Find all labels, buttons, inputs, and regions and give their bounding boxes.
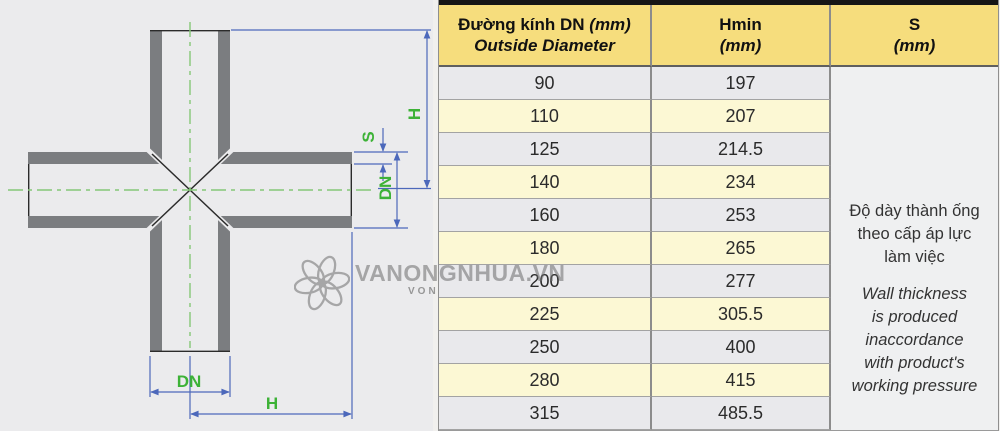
hmin-value-cell: 277 (652, 265, 831, 298)
dn-value-cell: 280 (439, 364, 652, 397)
dn-value-cell: 315 (439, 397, 652, 430)
hmin-value-cell: 214.5 (652, 133, 831, 166)
hmin-value-cell: 485.5 (652, 397, 831, 430)
header-s: S (mm) (831, 5, 998, 67)
dim-label-dn-bottom: DN (177, 372, 202, 391)
hmin-value-cell: 234 (652, 166, 831, 199)
hmin-value-cell: 207 (652, 100, 831, 133)
hmin-value-cell: 197 (652, 67, 831, 100)
dn-value-cell: 125 (439, 133, 652, 166)
spec-table: Đường kính DN (mm) Outside Diameter Hmin… (438, 0, 999, 431)
header-outside-diameter-line1: Đường kính DN (mm) (458, 15, 631, 34)
dn-value-cell: 110 (439, 100, 652, 133)
header-outside-diameter: Đường kính DN (mm) Outside Diameter (439, 5, 652, 67)
dn-value-cell: 250 (439, 331, 652, 364)
dim-label-h-bottom: H (266, 394, 278, 413)
dn-value-cell: 180 (439, 232, 652, 265)
table-top-border (439, 0, 998, 5)
header-s-title: S (908, 15, 921, 34)
hmin-value-cell: 253 (652, 199, 831, 232)
wall-thickness-note-en: Wall thickness is produced inaccordance … (851, 284, 978, 395)
dn-value-cell: 225 (439, 298, 652, 331)
header-outside-diameter-unit: (mm) (589, 15, 631, 34)
pipe-walls (28, 30, 352, 352)
dim-label-h-vertical: H (405, 108, 424, 120)
dim-label-s: S (359, 131, 378, 142)
dn-value-cell: 140 (439, 166, 652, 199)
cross-fitting-drawing: H S DN DN H (0, 0, 433, 431)
dim-label-dn-side: DN (376, 176, 395, 201)
cross-fitting-svg: H S DN DN H (8, 22, 431, 419)
dn-value-cell: 160 (439, 199, 652, 232)
hmin-value-cell: 305.5 (652, 298, 831, 331)
header-hmin: Hmin (mm) (652, 5, 831, 67)
center-lines (8, 22, 372, 348)
hmin-value-cell: 265 (652, 232, 831, 265)
hmin-value-cell: 415 (652, 364, 831, 397)
header-outside-diameter-line2: Outside Diameter (474, 36, 615, 55)
header-hmin-unit: (mm) (719, 36, 762, 55)
dn-value-cell: 90 (439, 67, 652, 100)
hmin-value-cell: 400 (652, 331, 831, 364)
wall-thickness-note-vi: Độ dày thành ống theo cấp áp lực làm việ… (849, 201, 980, 266)
header-s-unit: (mm) (893, 36, 936, 55)
header-hmin-title: Hmin (719, 15, 762, 34)
wall-thickness-note-cell: Độ dày thành ống theo cấp áp lực làm việ… (831, 67, 998, 430)
dn-value-cell: 200 (439, 265, 652, 298)
dimension-lines (149, 29, 431, 419)
